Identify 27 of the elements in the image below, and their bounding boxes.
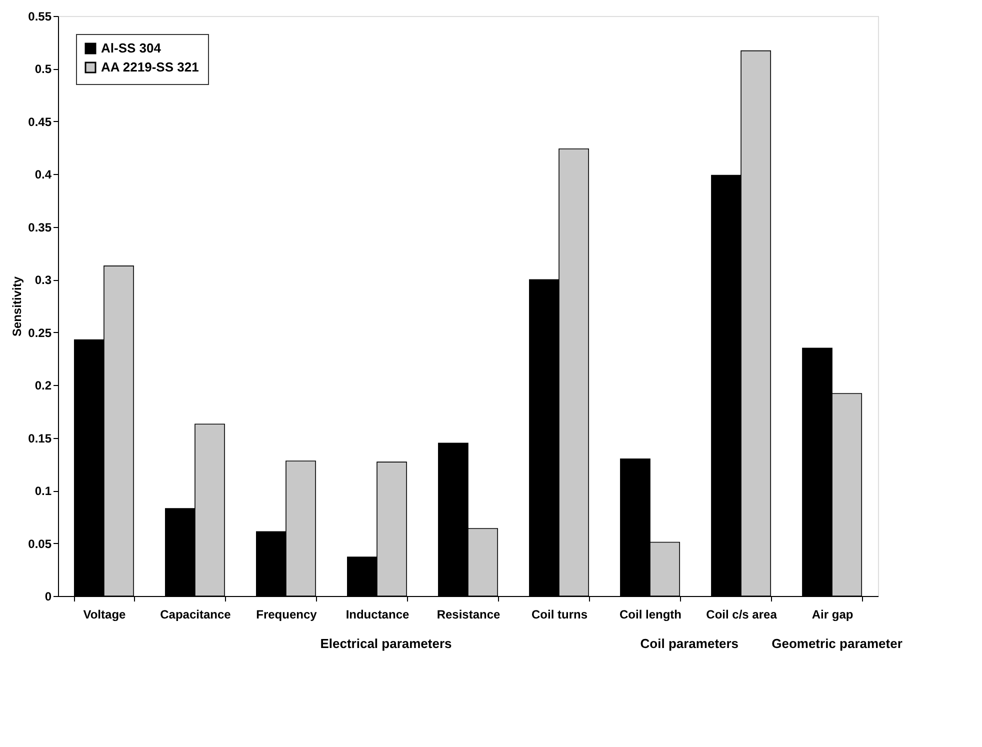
y-tick-label: 0.35 <box>28 220 52 234</box>
x-tick-label: Frequency <box>256 608 318 622</box>
legend-label: AA 2219-SS 321 <box>101 60 199 74</box>
y-tick-label: 0.05 <box>28 536 52 551</box>
x-tick-label: Coil turns <box>532 608 588 622</box>
x-tick-label: Coil length <box>620 608 682 622</box>
y-tick-label: 0.15 <box>28 431 52 446</box>
y-tick-label: 0.5 <box>34 62 52 76</box>
text: Electrical parameters <box>320 636 452 651</box>
text: Geometric parameter <box>772 636 902 651</box>
y-tick-label: 0.3 <box>34 273 52 288</box>
x-tick-label: Capacitance <box>160 608 232 622</box>
y-tick-label: 0.55 <box>28 10 52 24</box>
x-tick-label: Voltage <box>83 608 126 622</box>
y-tick-label: 0.1 <box>34 484 52 498</box>
y-tick-label: 0.25 <box>28 326 52 340</box>
x-tick-label: Coil c/s area <box>706 608 778 622</box>
y-axis-title: Sensitivity <box>10 276 24 337</box>
y-tick-label: 0 <box>44 590 52 604</box>
x-tick-label: Resistance <box>436 608 501 622</box>
text: Coil parameters <box>640 636 739 651</box>
y-tick-label: 0.45 <box>28 114 52 129</box>
x-tick-label: Air gap <box>812 608 854 622</box>
legend-label: Al-SS 304 <box>101 40 162 56</box>
x-tick-label: Inductance <box>346 608 410 622</box>
y-tick-label: 0.4 <box>34 168 52 182</box>
y-tick-label: 0.2 <box>34 378 52 393</box>
